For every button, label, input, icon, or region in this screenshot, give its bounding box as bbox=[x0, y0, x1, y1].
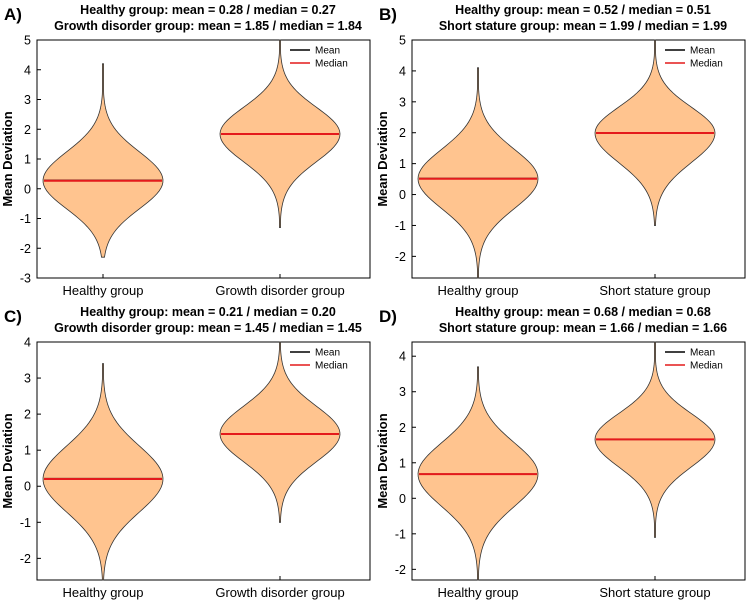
y-tick-label: 1 bbox=[399, 456, 406, 470]
plot-frame bbox=[411, 341, 746, 581]
violin-healthy-group bbox=[42, 363, 164, 581]
legend-mean-label: Mean bbox=[315, 348, 340, 359]
y-axis-label: Mean Deviation bbox=[0, 111, 15, 206]
legend-median-label: Median bbox=[315, 361, 348, 372]
y-tick-label: -1 bbox=[395, 527, 406, 541]
x-category-label: Healthy group bbox=[63, 283, 144, 298]
violin-chart-d: D) Healthy group: mean = 0.68 / median = … bbox=[375, 305, 746, 600]
chart-title-line-2: Growth disorder group: mean = 1.85 / med… bbox=[54, 19, 362, 33]
y-tick-label: 1 bbox=[24, 153, 31, 167]
x-category-label: Short stature group bbox=[599, 585, 710, 600]
x-category-label: Healthy group bbox=[438, 283, 519, 298]
panel-label-d: D) bbox=[379, 307, 397, 326]
y-tick-label: 3 bbox=[24, 93, 31, 107]
violin-chart-a: A) Healthy group: mean = 0.28 / median = … bbox=[0, 3, 371, 298]
panel-label-c: C) bbox=[4, 307, 22, 326]
panel-c: C) Healthy group: mean = 0.21 / median = … bbox=[0, 302, 374, 604]
y-tick-label: 4 bbox=[399, 350, 406, 364]
chart-title-line-1: Healthy group: mean = 0.28 / median = 0.… bbox=[80, 3, 336, 17]
y-tick-label: -2 bbox=[395, 563, 406, 577]
y-tick-label: 2 bbox=[24, 408, 31, 422]
y-tick-label: 0 bbox=[24, 182, 31, 196]
y-tick-label: 5 bbox=[24, 34, 31, 48]
y-tick-label: 0 bbox=[24, 480, 31, 494]
y-tick-label: 4 bbox=[399, 64, 406, 78]
panel-a: A) Healthy group: mean = 0.28 / median = … bbox=[0, 0, 374, 302]
y-axis-label: Mean Deviation bbox=[375, 111, 390, 206]
violin-chart-c: C) Healthy group: mean = 0.21 / median = … bbox=[0, 305, 371, 600]
y-tick-label: 2 bbox=[399, 126, 406, 140]
chart-title-line-1: Healthy group: mean = 0.52 / median = 0.… bbox=[455, 3, 711, 17]
chart-title-line-1: Healthy group: mean = 0.68 / median = 0.… bbox=[455, 305, 711, 319]
legend-median-label: Median bbox=[690, 59, 723, 70]
y-tick-label: 3 bbox=[399, 385, 406, 399]
legend-median-label: Median bbox=[315, 59, 348, 70]
violin-chart-b: B) Healthy group: mean = 0.52 / median = … bbox=[375, 3, 746, 298]
y-tick-label: -2 bbox=[395, 250, 406, 264]
panel-d: D) Healthy group: mean = 0.68 / median = … bbox=[375, 302, 749, 604]
x-category-label: Growth disorder group bbox=[215, 283, 344, 298]
legend-median-label: Median bbox=[690, 361, 723, 372]
x-category-label: Healthy group bbox=[63, 585, 144, 600]
plot-frame bbox=[411, 39, 746, 279]
legend-mean-label: Mean bbox=[690, 348, 715, 359]
y-tick-label: 0 bbox=[399, 188, 406, 202]
chart-title-line-2: Short stature group: mean = 1.66 / media… bbox=[439, 321, 727, 335]
chart-title-line-1: Healthy group: mean = 0.21 / median = 0.… bbox=[80, 305, 336, 319]
legend-mean-label: Mean bbox=[690, 46, 715, 57]
x-category-label: Short stature group bbox=[599, 283, 710, 298]
y-tick-label: -2 bbox=[20, 552, 31, 566]
y-tick-label: -1 bbox=[20, 212, 31, 226]
chart-title-line-2: Short stature group: mean = 1.99 / media… bbox=[439, 19, 727, 33]
panel-b: B) Healthy group: mean = 0.52 / median = … bbox=[375, 0, 749, 302]
panel-label-a: A) bbox=[4, 5, 22, 24]
violin-healthy-group bbox=[417, 67, 539, 279]
y-tick-label: -2 bbox=[20, 242, 31, 256]
y-tick-label: 5 bbox=[399, 34, 406, 48]
x-category-label: Healthy group bbox=[438, 585, 519, 600]
y-tick-label: 0 bbox=[399, 492, 406, 506]
violin-growth-disorder-group bbox=[219, 341, 341, 523]
y-tick-label: 4 bbox=[24, 336, 31, 350]
legend-mean-label: Mean bbox=[315, 46, 340, 57]
y-tick-label: 2 bbox=[24, 123, 31, 137]
y-tick-label: 2 bbox=[399, 421, 406, 435]
y-tick-label: -3 bbox=[20, 272, 31, 286]
y-axis-label: Mean Deviation bbox=[375, 413, 390, 508]
y-tick-label: 1 bbox=[399, 157, 406, 171]
y-tick-label: 4 bbox=[24, 63, 31, 77]
y-tick-label: 3 bbox=[24, 372, 31, 386]
chart-title-line-2: Growth disorder group: mean = 1.45 / med… bbox=[54, 321, 362, 335]
y-axis-label: Mean Deviation bbox=[0, 413, 15, 508]
panel-label-b: B) bbox=[379, 5, 397, 24]
y-tick-label: 1 bbox=[24, 444, 31, 458]
y-tick-label: 3 bbox=[399, 95, 406, 109]
y-tick-label: -1 bbox=[20, 516, 31, 530]
x-category-label: Growth disorder group bbox=[215, 585, 344, 600]
plot-frame bbox=[36, 341, 371, 581]
y-tick-label: -1 bbox=[395, 219, 406, 233]
violin-healthy-group bbox=[42, 63, 164, 258]
